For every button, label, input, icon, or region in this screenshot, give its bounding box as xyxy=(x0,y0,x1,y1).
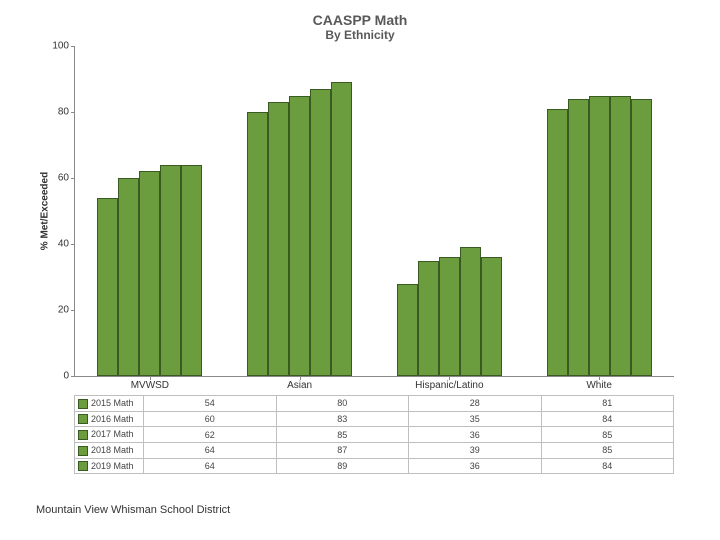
bar xyxy=(481,257,502,376)
bar-group: White xyxy=(547,46,652,376)
table-row: 2019 Math 64893684 xyxy=(75,458,674,474)
bar xyxy=(589,96,610,377)
table-cell: 84 xyxy=(541,411,674,427)
x-tick-mark xyxy=(300,376,301,380)
bar-groups: MVWSD Asian Hispanic/Latino White xyxy=(75,46,674,376)
x-tick-mark xyxy=(449,376,450,380)
y-tick-mark xyxy=(71,244,75,245)
table-cell: 85 xyxy=(541,427,674,443)
table-cell: 87 xyxy=(276,442,409,458)
chart-title: CAASPP Math xyxy=(40,12,680,28)
series-name: 2019 Math xyxy=(91,461,134,471)
table-cell: 89 xyxy=(276,458,409,474)
legend-swatch-icon xyxy=(78,414,88,424)
table-cell: 84 xyxy=(541,458,674,474)
bar xyxy=(268,102,289,376)
data-table: 2015 Math548028812016 Math608335842017 M… xyxy=(74,395,674,474)
x-tick-mark xyxy=(150,376,151,380)
table-cell: 64 xyxy=(144,442,277,458)
table-cell: 35 xyxy=(409,411,542,427)
table-row-header: 2016 Math xyxy=(75,411,144,427)
legend-swatch-icon xyxy=(78,399,88,409)
bar xyxy=(547,109,568,376)
bar xyxy=(247,112,268,376)
chart-titles: CAASPP Math By Ethnicity xyxy=(40,12,680,42)
series-name: 2015 Math xyxy=(91,398,134,408)
table-row: 2018 Math 64873985 xyxy=(75,442,674,458)
table-cell: 85 xyxy=(541,442,674,458)
table-row: 2016 Math 60833584 xyxy=(75,411,674,427)
y-tick-mark xyxy=(71,310,75,311)
series-name: 2018 Math xyxy=(91,445,134,455)
table-cell: 54 xyxy=(144,396,277,412)
bar xyxy=(181,165,202,376)
bar-group: Asian xyxy=(247,46,352,376)
bar xyxy=(289,96,310,377)
table-cell: 36 xyxy=(409,427,542,443)
table-cell: 64 xyxy=(144,458,277,474)
table-cell: 80 xyxy=(276,396,409,412)
table-cell: 60 xyxy=(144,411,277,427)
table-row-header: 2019 Math xyxy=(75,458,144,474)
bar-group: Hispanic/Latino xyxy=(397,46,502,376)
bar xyxy=(418,261,439,377)
legend-swatch-icon xyxy=(78,430,88,440)
table-cell: 36 xyxy=(409,458,542,474)
table-row-header: 2015 Math xyxy=(75,396,144,412)
legend-swatch-icon xyxy=(78,461,88,471)
table-row: 2015 Math 54802881 xyxy=(75,396,674,412)
legend-swatch-icon xyxy=(78,446,88,456)
bar xyxy=(568,99,589,376)
chart-container: CAASPP Math By Ethnicity % Met/Exceeded … xyxy=(40,12,680,482)
chart-plot-area: % Met/Exceeded MVWSDAsianHispanic/Latino… xyxy=(74,46,674,377)
bar xyxy=(160,165,181,376)
bar xyxy=(97,198,118,376)
table-cell: 85 xyxy=(276,427,409,443)
bar xyxy=(439,257,460,376)
table-cell: 28 xyxy=(409,396,542,412)
table-cell: 62 xyxy=(144,427,277,443)
chart-subtitle: By Ethnicity xyxy=(40,28,680,42)
table-row-header: 2018 Math xyxy=(75,442,144,458)
series-name: 2017 Math xyxy=(91,429,134,439)
bar xyxy=(460,247,481,376)
y-tick-mark xyxy=(71,112,75,113)
bar xyxy=(118,178,139,376)
footer-text: Mountain View Whisman School District xyxy=(36,504,230,516)
bar xyxy=(397,284,418,376)
data-table-body: 2015 Math548028812016 Math608335842017 M… xyxy=(75,396,674,474)
bar xyxy=(331,82,352,376)
y-tick-mark xyxy=(71,46,75,47)
bar-group: MVWSD xyxy=(97,46,202,376)
bar xyxy=(139,171,160,376)
table-row-header: 2017 Math xyxy=(75,427,144,443)
y-axis-label: % Met/Exceeded xyxy=(40,172,51,250)
x-tick-mark xyxy=(599,376,600,380)
table-row: 2017 Math62853685 xyxy=(75,427,674,443)
series-name: 2016 Math xyxy=(91,414,134,424)
y-tick-mark xyxy=(71,178,75,179)
table-cell: 83 xyxy=(276,411,409,427)
slide: CAASPP Math By Ethnicity % Met/Exceeded … xyxy=(0,0,720,540)
table-cell: 81 xyxy=(541,396,674,412)
bar xyxy=(310,89,331,376)
table-cell: 39 xyxy=(409,442,542,458)
bar xyxy=(631,99,652,376)
bar xyxy=(610,96,631,377)
y-tick-mark xyxy=(71,376,75,377)
